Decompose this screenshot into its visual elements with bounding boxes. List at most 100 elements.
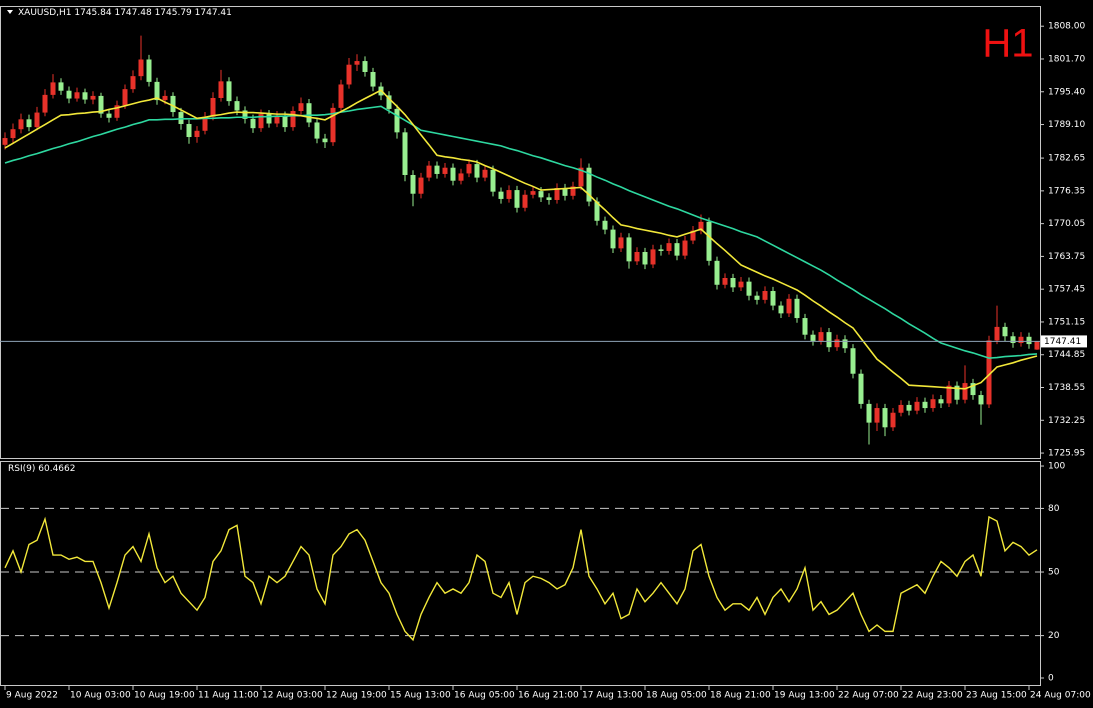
candle-body — [250, 118, 256, 129]
candle-body — [810, 334, 816, 341]
candle-body — [610, 229, 616, 249]
y-tick-label: 1744.85 — [1048, 350, 1085, 360]
candle-body — [410, 174, 416, 194]
quote-value: 1745.84 — [74, 8, 111, 18]
candle-body — [290, 111, 296, 128]
candle-body — [634, 251, 640, 262]
candle-body — [682, 240, 688, 256]
candle-body — [66, 90, 72, 99]
candle-body — [474, 164, 480, 178]
candle-body — [426, 165, 432, 178]
candle-body — [354, 61, 360, 65]
candle-body — [602, 220, 608, 230]
candle-body — [722, 278, 728, 285]
candle-body — [202, 116, 208, 131]
x-tick-label: 10 Aug 03:00 — [70, 691, 131, 701]
y-tick-label: 1763.75 — [1048, 252, 1085, 262]
x-tick-label: 23 Aug 15:00 — [966, 691, 1027, 701]
candle-body — [1010, 336, 1016, 344]
price-label: 1747.41 — [1044, 337, 1081, 347]
candle-body — [218, 81, 224, 98]
candle-body — [794, 298, 800, 319]
timeframe-annotation: H1 — [982, 22, 1033, 66]
y-tick-label: 100 — [1048, 462, 1065, 472]
candle-body — [770, 291, 776, 306]
candle-body — [322, 138, 328, 143]
candle-body — [370, 71, 376, 87]
candle-body — [522, 194, 528, 208]
candle-body — [834, 339, 840, 348]
candle-body — [762, 291, 768, 300]
candle-body — [186, 124, 192, 138]
candle-body — [74, 92, 80, 99]
candle-body — [898, 404, 904, 413]
quote-value: 1747.48 — [114, 8, 151, 18]
candle-body — [234, 101, 240, 111]
y-tick-label: 0 — [1048, 674, 1054, 684]
candle-body — [666, 243, 672, 251]
candle-body — [754, 295, 760, 300]
candle-body — [394, 108, 400, 133]
candle-body — [978, 395, 984, 405]
x-tick-label: 19 Aug 13:00 — [774, 691, 835, 701]
y-tick-label: 1776.35 — [1048, 186, 1085, 196]
y-tick-label: 1770.05 — [1048, 219, 1085, 229]
x-tick-label: 17 Aug 13:00 — [582, 691, 643, 701]
candle-body — [954, 385, 960, 400]
candle-body — [506, 190, 512, 199]
candle-body — [1034, 341, 1040, 350]
candle-body — [938, 399, 944, 404]
candle-body — [122, 89, 128, 106]
candle-body — [98, 95, 104, 114]
candle-body — [50, 82, 56, 95]
candle-body — [530, 191, 536, 195]
candle-body — [314, 122, 320, 139]
candle-body — [346, 64, 352, 85]
candle-body — [930, 399, 936, 409]
candle-body — [874, 408, 880, 423]
candle-body — [242, 110, 248, 119]
candle-body — [362, 61, 368, 72]
candle-body — [866, 403, 872, 423]
moving-average — [4, 105, 1038, 359]
candle-body — [674, 243, 680, 256]
candle-body — [850, 348, 856, 374]
candle-body — [538, 191, 544, 198]
x-tick-label: 18 Aug 05:00 — [646, 691, 707, 701]
y-tick-label: 1732.25 — [1048, 416, 1085, 426]
candle-body — [170, 95, 176, 113]
x-tick-label: 12 Aug 19:00 — [326, 691, 387, 701]
candle-body — [562, 188, 568, 196]
y-tick-label: 80 — [1048, 504, 1060, 514]
candle-body — [826, 332, 832, 348]
x-tick-label: 9 Aug 2022 — [6, 691, 58, 701]
x-tick-label: 22 Aug 07:00 — [838, 691, 899, 701]
candle-body — [482, 169, 488, 178]
candle-body — [1026, 336, 1032, 345]
candle-body — [146, 59, 152, 82]
indicator-name: RSI(9) — [8, 464, 35, 474]
candle-body — [778, 305, 784, 314]
candle-body — [210, 98, 216, 117]
candle-body — [154, 81, 160, 101]
candle-body — [650, 249, 656, 265]
x-tick-label: 22 Aug 23:00 — [902, 691, 963, 701]
candle-body — [450, 167, 456, 181]
y-tick-label: 1801.70 — [1048, 54, 1085, 64]
candle-body — [858, 373, 864, 404]
candle-body — [1002, 326, 1008, 337]
x-tick-label: 24 Aug 07:00 — [1030, 691, 1091, 701]
y-tick-label: 1789.10 — [1048, 120, 1085, 130]
candle-body — [42, 94, 48, 113]
candle-body — [338, 84, 344, 108]
symbol: XAUUSD,H1 — [18, 8, 72, 18]
indicator-value: 60.4662 — [38, 464, 75, 474]
candle-body — [114, 105, 120, 118]
candle-body — [386, 95, 392, 109]
candle-body — [970, 383, 976, 396]
candle-body — [434, 165, 440, 174]
candle-body — [618, 237, 624, 249]
y-tick-label: 1782.65 — [1048, 154, 1085, 164]
